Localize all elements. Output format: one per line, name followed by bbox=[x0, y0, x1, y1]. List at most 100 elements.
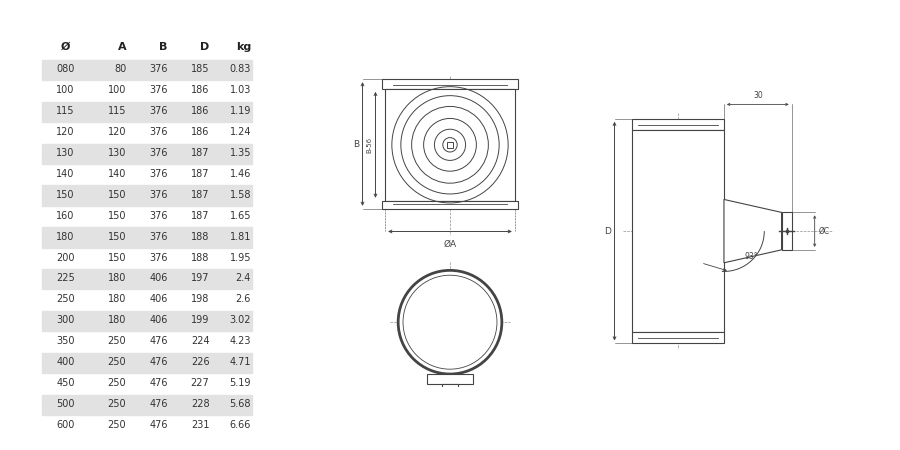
Text: 150: 150 bbox=[108, 232, 126, 242]
Text: 376: 376 bbox=[149, 148, 167, 158]
Text: 1.46: 1.46 bbox=[230, 169, 251, 179]
Text: B-56: B-56 bbox=[366, 137, 373, 153]
Text: 150: 150 bbox=[108, 211, 126, 220]
Text: 150: 150 bbox=[108, 252, 126, 262]
Bar bbox=[41, 395, 252, 415]
Text: 350: 350 bbox=[56, 336, 75, 346]
Text: 226: 226 bbox=[191, 357, 210, 367]
Text: 186: 186 bbox=[191, 85, 210, 95]
Text: 406: 406 bbox=[149, 294, 167, 304]
Text: 225: 225 bbox=[56, 274, 75, 284]
Polygon shape bbox=[724, 199, 781, 263]
Text: 1.58: 1.58 bbox=[230, 190, 251, 200]
Text: 376: 376 bbox=[149, 190, 167, 200]
Text: B: B bbox=[353, 140, 359, 148]
Text: 30: 30 bbox=[753, 91, 762, 100]
Text: A: A bbox=[118, 42, 126, 52]
Text: 186: 186 bbox=[191, 127, 210, 137]
Text: 1.65: 1.65 bbox=[230, 211, 251, 220]
Text: 500: 500 bbox=[56, 399, 75, 409]
Bar bbox=[781, 212, 792, 250]
Text: 150: 150 bbox=[108, 190, 126, 200]
Bar bbox=[447, 142, 453, 148]
Text: 250: 250 bbox=[108, 378, 126, 388]
Bar bbox=[382, 201, 518, 209]
Text: 0.83: 0.83 bbox=[230, 64, 251, 74]
Text: 376: 376 bbox=[149, 127, 167, 137]
Bar bbox=[632, 130, 724, 332]
Text: 406: 406 bbox=[149, 315, 167, 325]
Text: D: D bbox=[200, 42, 210, 52]
Text: 2.4: 2.4 bbox=[236, 274, 251, 284]
Text: 187: 187 bbox=[191, 148, 210, 158]
Bar bbox=[41, 311, 252, 331]
Text: ØC: ØC bbox=[819, 227, 830, 236]
Bar bbox=[428, 374, 473, 384]
Text: 376: 376 bbox=[149, 211, 167, 220]
Bar bbox=[385, 89, 515, 201]
Text: 5.19: 5.19 bbox=[230, 378, 251, 388]
Text: 228: 228 bbox=[191, 399, 210, 409]
Text: 180: 180 bbox=[56, 232, 75, 242]
Bar bbox=[442, 384, 458, 390]
Text: 231: 231 bbox=[191, 420, 210, 430]
Text: 600: 600 bbox=[56, 420, 75, 430]
Text: 197: 197 bbox=[191, 274, 210, 284]
Text: 376: 376 bbox=[149, 64, 167, 74]
Text: 3.02: 3.02 bbox=[230, 315, 251, 325]
Text: 160: 160 bbox=[56, 211, 75, 220]
Text: 100: 100 bbox=[108, 85, 126, 95]
Text: 187: 187 bbox=[191, 169, 210, 179]
Bar bbox=[41, 144, 252, 164]
Text: 180: 180 bbox=[108, 315, 126, 325]
Bar bbox=[41, 353, 252, 373]
Text: 186: 186 bbox=[191, 106, 210, 116]
Bar bbox=[382, 79, 518, 89]
Text: 4.23: 4.23 bbox=[230, 336, 251, 346]
Text: 1.81: 1.81 bbox=[230, 232, 251, 242]
Text: 1.95: 1.95 bbox=[230, 252, 251, 262]
Text: 376: 376 bbox=[149, 106, 167, 116]
Text: 188: 188 bbox=[191, 232, 210, 242]
Text: 2.6: 2.6 bbox=[236, 294, 251, 304]
Text: 199: 199 bbox=[191, 315, 210, 325]
Text: 187: 187 bbox=[191, 190, 210, 200]
Text: 4.71: 4.71 bbox=[230, 357, 251, 367]
Bar bbox=[632, 332, 724, 343]
Text: 300: 300 bbox=[56, 315, 75, 325]
Text: 376: 376 bbox=[149, 252, 167, 262]
Bar bbox=[41, 60, 252, 80]
Text: 376: 376 bbox=[149, 169, 167, 179]
Circle shape bbox=[398, 270, 502, 374]
Text: 476: 476 bbox=[149, 336, 167, 346]
Text: 198: 198 bbox=[191, 294, 210, 304]
Text: 1.19: 1.19 bbox=[230, 106, 251, 116]
Text: 180: 180 bbox=[108, 274, 126, 284]
Text: 476: 476 bbox=[149, 378, 167, 388]
Text: 250: 250 bbox=[108, 399, 126, 409]
Text: 476: 476 bbox=[149, 420, 167, 430]
Text: 187: 187 bbox=[191, 211, 210, 220]
Text: 120: 120 bbox=[56, 127, 75, 137]
Text: 93°: 93° bbox=[744, 252, 758, 261]
Text: 120: 120 bbox=[108, 127, 126, 137]
Text: Ø: Ø bbox=[60, 42, 70, 52]
Text: 185: 185 bbox=[191, 64, 210, 74]
Text: 130: 130 bbox=[56, 148, 75, 158]
Bar bbox=[41, 102, 252, 122]
Bar bbox=[41, 269, 252, 289]
Text: 476: 476 bbox=[149, 399, 167, 409]
Text: B: B bbox=[159, 42, 167, 52]
Bar bbox=[632, 119, 724, 130]
Text: 250: 250 bbox=[108, 336, 126, 346]
Text: 200: 200 bbox=[56, 252, 75, 262]
Text: 1.03: 1.03 bbox=[230, 85, 251, 95]
Bar bbox=[41, 227, 252, 248]
Text: 224: 224 bbox=[191, 336, 210, 346]
Text: 6.66: 6.66 bbox=[230, 420, 251, 430]
Text: 140: 140 bbox=[56, 169, 75, 179]
Text: 1.24: 1.24 bbox=[230, 127, 251, 137]
Text: 115: 115 bbox=[56, 106, 75, 116]
Text: 376: 376 bbox=[149, 232, 167, 242]
Text: 1.35: 1.35 bbox=[230, 148, 251, 158]
